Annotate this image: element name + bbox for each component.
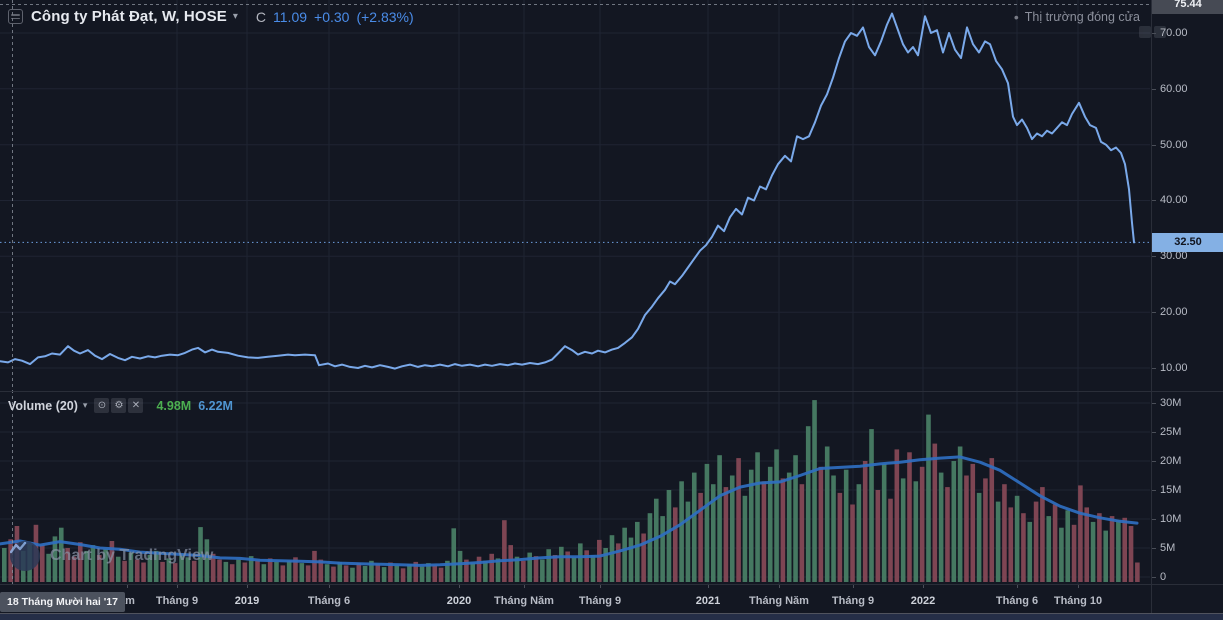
close-value: 11.09 bbox=[273, 8, 308, 25]
gear-icon[interactable]: ⚙ bbox=[111, 398, 127, 413]
time-tick bbox=[923, 584, 924, 588]
time-axis-label: 2020 bbox=[446, 595, 472, 607]
time-axis-label: Tháng Năm bbox=[749, 595, 809, 607]
time-tick bbox=[779, 584, 780, 588]
bottom-bar bbox=[0, 613, 1223, 620]
time-axis-label: 2021 bbox=[695, 595, 721, 607]
volume-value: 4.98M bbox=[156, 398, 192, 413]
eye-icon[interactable]: ⊙ bbox=[94, 398, 110, 413]
time-tick bbox=[459, 584, 460, 588]
time-axis-label: Tháng Năm bbox=[494, 595, 554, 607]
time-axis-label: Tháng 6 bbox=[307, 595, 351, 607]
last-price-label: 32.50 bbox=[1152, 232, 1223, 252]
time-axis-label: Tháng 9 bbox=[578, 595, 622, 607]
axis-tick-label: 40.00 bbox=[1152, 194, 1223, 206]
volume-legend: Volume (20) ▾ ⊙ ⚙ ✕ 4.98M 6.22M bbox=[8, 398, 233, 413]
axis-tick-label: 50.00 bbox=[1152, 139, 1223, 151]
time-axis-label: Tháng 10 bbox=[1053, 595, 1103, 607]
symbol-header: Công ty Phát Đạt, W, HOSE ▾ C 11.09 +0.3… bbox=[8, 8, 414, 25]
change-percent: (+2.83%) bbox=[356, 8, 414, 25]
close-icon[interactable]: ✕ bbox=[128, 398, 144, 413]
time-axis-label: Tháng 6 bbox=[995, 595, 1039, 607]
time-axis-label: Tháng 9 bbox=[831, 595, 875, 607]
chart-canvas[interactable] bbox=[0, 0, 1151, 613]
axis-tick-label: 20M bbox=[1152, 455, 1223, 467]
time-tick bbox=[329, 584, 330, 588]
symbol-menu-icon[interactable] bbox=[8, 9, 23, 24]
axis-tick-label: 60.00 bbox=[1152, 83, 1223, 95]
time-tick bbox=[524, 584, 525, 588]
pane-buttons bbox=[1139, 26, 1166, 38]
indicator-controls: ⊙ ⚙ ✕ bbox=[94, 398, 144, 413]
time-axis-label: 2022 bbox=[910, 595, 936, 607]
time-tick bbox=[600, 584, 601, 588]
chevron-down-icon[interactable]: ▾ bbox=[82, 400, 88, 410]
time-tick bbox=[247, 584, 248, 588]
axis-tick-label: 30M bbox=[1152, 397, 1223, 409]
close-label: C bbox=[255, 8, 267, 25]
axis-tick-label: 15M bbox=[1152, 484, 1223, 496]
tradingview-logo-icon[interactable] bbox=[10, 541, 40, 571]
time-axis-separator bbox=[0, 584, 1223, 585]
time-axis[interactable]: 18 Tháng Mười hai '17 Tháng 9 2019 Tháng 6… bbox=[0, 584, 1151, 613]
axis-tick-label: 70.00 bbox=[1152, 27, 1223, 39]
pane-maximize-icon[interactable] bbox=[1154, 26, 1166, 38]
axis-tick-label: 5M bbox=[1152, 542, 1223, 554]
axis-tick-label: 10M bbox=[1152, 513, 1223, 525]
volume-ma-value: 6.22M bbox=[198, 398, 233, 413]
time-tick bbox=[1017, 584, 1018, 588]
time-tick bbox=[853, 584, 854, 588]
axis-tick-label: 0 bbox=[1152, 571, 1223, 583]
axis-tick-label: 30.00 bbox=[1152, 250, 1223, 262]
time-axis-label: Tháng 9 bbox=[155, 595, 199, 607]
change-value: +0.30 bbox=[314, 8, 350, 25]
pane-separator[interactable] bbox=[0, 391, 1223, 392]
time-tick bbox=[127, 584, 128, 588]
axis-tick-label: 25M bbox=[1152, 426, 1223, 438]
volume-indicator-title[interactable]: Volume (20) bbox=[8, 398, 78, 413]
crosshair-price-label: 75.44 bbox=[1152, 0, 1223, 14]
market-status-text: Thị trường đóng cửa bbox=[1024, 10, 1140, 24]
watermark-text[interactable]: Chart by TradingView bbox=[50, 547, 214, 564]
market-status: • Thị trường đóng cửa bbox=[1014, 9, 1140, 25]
pane-screenshot-icon[interactable] bbox=[1139, 26, 1151, 38]
time-axis-label: 2019 bbox=[234, 595, 260, 607]
chevron-down-icon[interactable]: ▾ bbox=[232, 11, 238, 22]
price-axis[interactable]: 75.44 32.50 70.00 60.00 50.00 40.00 30.00 20.… bbox=[1151, 0, 1223, 613]
status-dot-icon: • bbox=[1013, 9, 1019, 25]
time-tick bbox=[177, 584, 178, 588]
ohlc-values: C 11.09 +0.30 (+2.83%) bbox=[256, 9, 414, 25]
time-tick bbox=[1078, 584, 1079, 588]
symbol-title[interactable]: Công ty Phát Đạt, W, HOSE bbox=[31, 8, 227, 25]
axis-tick-label: 10.00 bbox=[1152, 362, 1223, 374]
tradingview-watermark: Chart by TradingView bbox=[10, 541, 213, 571]
crosshair-date-label: 18 Tháng Mười hai '17 bbox=[0, 592, 125, 612]
time-tick bbox=[708, 584, 709, 588]
axis-tick-label: 20.00 bbox=[1152, 306, 1223, 318]
